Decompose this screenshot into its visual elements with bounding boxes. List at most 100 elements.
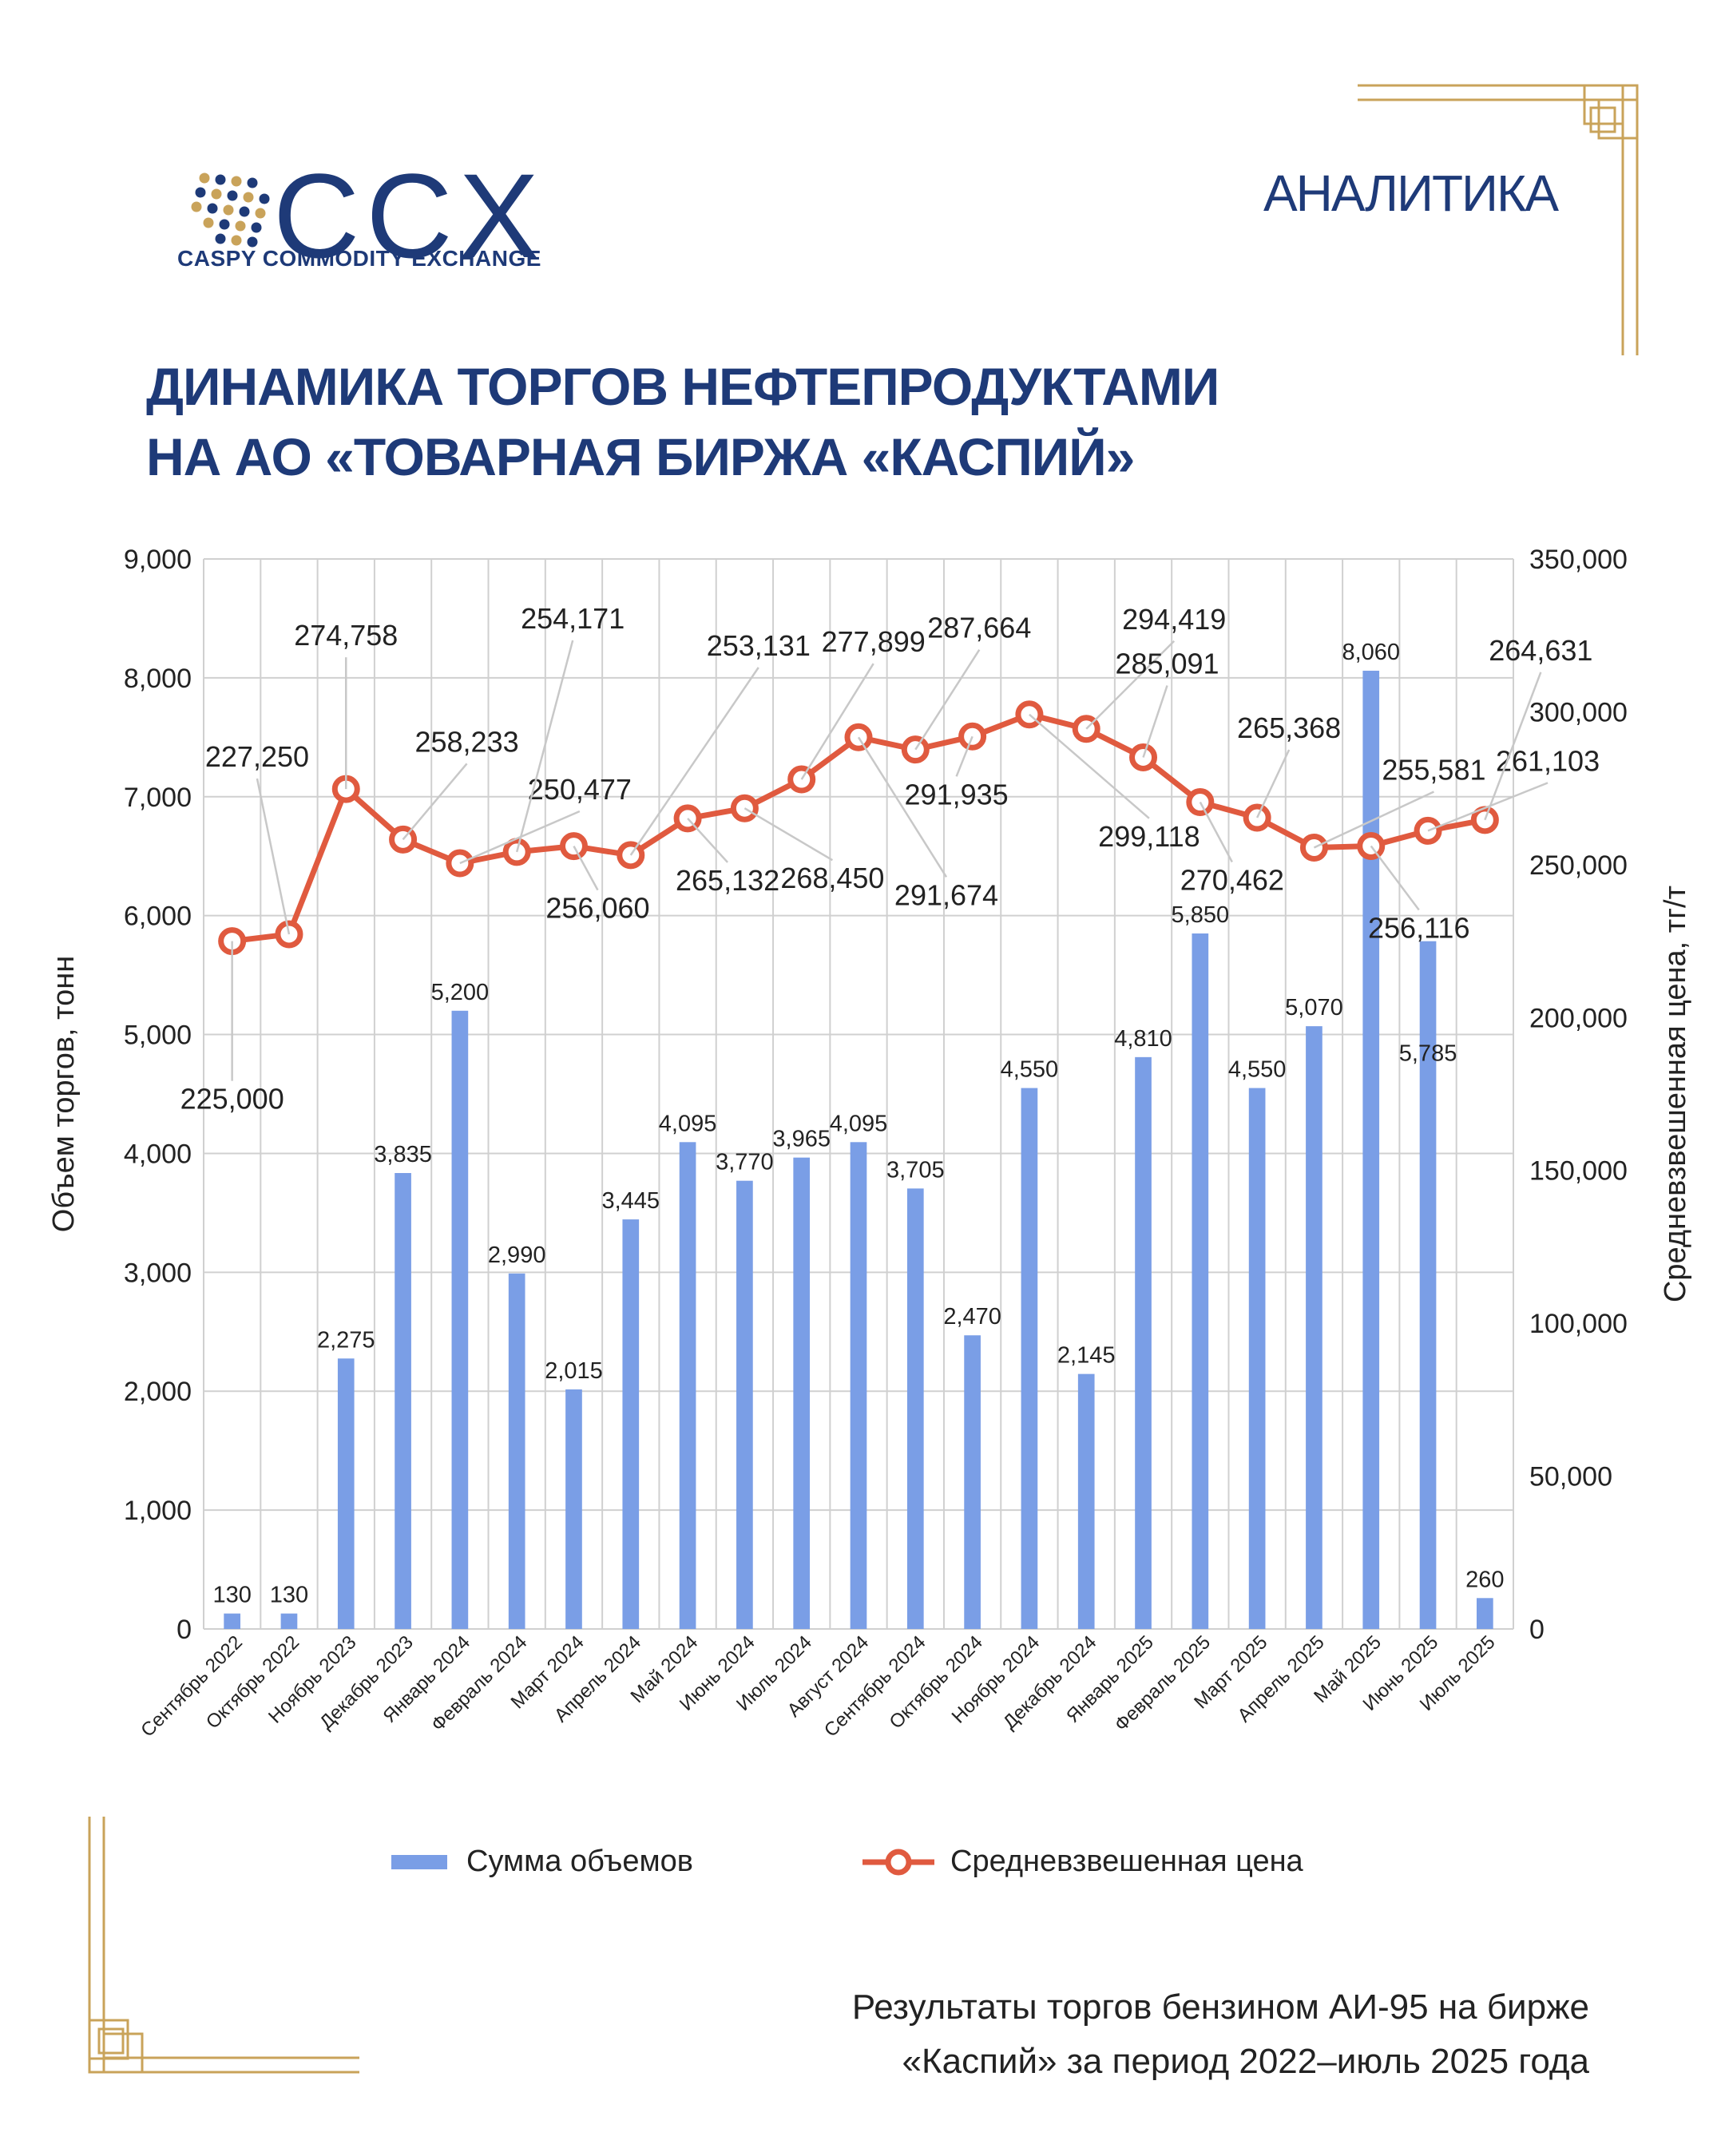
price-value-label: 274,758 [294,619,398,652]
logo-text: CCX [273,149,545,283]
legend-swatch-line [862,1849,934,1875]
bar [1135,1056,1152,1629]
bar-value-label: 5,785 [1399,1040,1457,1066]
y2-axis-title: Средневзвешенная цена, тг/т [1659,886,1692,1302]
leader-line [800,663,874,780]
caption-line-1: Результаты торгов бензином АИ-95 на бирж… [851,1988,1589,2027]
title-line-1: ДИНАМИКА ТОРГОВ НЕФТЕПРОДУКТАМИ [146,357,1219,416]
legend-label-volume: Сумма объемов [466,1845,693,1878]
price-value-label: 265,368 [1237,711,1341,744]
bar [224,1613,240,1629]
y2-tick-label: 50,000 [1529,1462,1612,1492]
bar-value-label: 5,850 [1172,902,1230,928]
bar-value-label: 3,835 [374,1142,432,1167]
logo-dot [231,235,242,246]
logo-dot [211,188,222,200]
leader-line [857,736,948,878]
leader-line [1029,713,1150,819]
bar-value-label: 4,550 [1228,1057,1287,1083]
logo-dot [251,222,262,233]
bar [793,1157,811,1629]
y-tick-label: 3,000 [124,1258,192,1288]
leader-line [914,648,981,751]
bar-value-label: 4,810 [1114,1026,1172,1052]
bar [622,1219,640,1629]
corner-ornament-bottom-left [88,1817,359,2074]
bar [1077,1373,1095,1629]
bar-value-label: 260 [1465,1567,1504,1592]
combo-chart: 130 130 2,275 3,835 5,200 2,990 2,015 3,445 4,09… [47,545,1692,1742]
logo-dot [247,236,258,248]
leader-line [1255,749,1291,818]
y-tick-label: 8,000 [124,664,192,694]
y-tick-label: 2,000 [124,1377,192,1407]
bar-value-label: 3,965 [772,1127,831,1152]
price-value-label: 256,116 [1368,911,1469,944]
logo-dot [259,193,270,204]
bar-value-label: 4,095 [659,1111,717,1136]
logo-dots-icon [191,172,270,248]
logo-dot [239,206,250,217]
bar [1362,670,1380,1629]
leader-line [1427,782,1549,832]
logo-dot [199,172,210,184]
leader-line [687,818,729,863]
bar-value-label: 2,470 [943,1304,1001,1330]
price-value-label: 253,131 [707,629,811,662]
price-value-label: 294,419 [1122,603,1226,636]
leader-line [573,846,599,891]
leader-line [1313,791,1434,849]
bar [508,1273,525,1629]
bar-value-label: 3,770 [716,1150,774,1175]
logo-dot [227,190,238,201]
bar-value-label: 3,705 [886,1157,945,1183]
price-value-label: 270,462 [1180,864,1284,897]
logo-dot [203,217,214,228]
price-value-label: 256,060 [545,892,649,925]
bar-value-label: 8,060 [1342,640,1400,665]
bar-value-label: 5,070 [1285,995,1343,1021]
y-tick-label: 7,000 [124,783,192,813]
y-tick-label: 9,000 [124,545,192,575]
price-value-label: 250,477 [528,773,632,806]
bar [1021,1088,1038,1629]
price-value-label: 285,091 [1115,648,1219,680]
bar [451,1010,469,1629]
x-tick-label: Сентябрь 2024 [820,1631,930,1742]
bar [1192,933,1209,1629]
price-value-label: 225,000 [180,1083,284,1116]
leader-line [955,735,974,777]
bar-value-label: 2,015 [545,1358,603,1384]
logo-dot [255,208,266,219]
y2-tick-label: 250,000 [1529,850,1628,881]
price-value-label: 255,581 [1382,753,1485,786]
logo-dot [243,192,254,203]
leader-line [1199,801,1233,863]
leader-line [402,763,468,841]
price-value-label: 227,250 [205,740,309,773]
bar [964,1335,981,1629]
price-value-label: 268,450 [780,862,884,894]
logo-dot [195,187,206,198]
y2-tick-label: 100,000 [1529,1309,1628,1339]
y-tick-label: 5,000 [124,1021,192,1051]
logo-dot [207,203,218,214]
logo-dot [219,219,230,230]
price-value-label: 299,118 [1098,820,1200,853]
bar [850,1142,867,1629]
bar-value-label: 130 [270,1583,308,1608]
title-line-2: НА АО «ТОВАРНАЯ БИРЖА «КАСПИЙ» [146,427,1135,486]
price-value-label: 254,171 [521,602,625,635]
leader-line [1142,685,1168,758]
price-value-label: 277,899 [822,625,926,658]
legend-swatch-bar [391,1854,447,1869]
bar-value-label: 2,145 [1057,1343,1116,1369]
bar-value-label: 4,095 [830,1111,888,1136]
corner-ornament-top-right [1358,84,1639,355]
bar [280,1613,298,1629]
leader-line [1370,845,1420,911]
bar-value-label: 2,990 [488,1242,546,1268]
bar [736,1180,753,1629]
bar [395,1173,411,1629]
y2-tick-label: 200,000 [1529,1003,1628,1033]
